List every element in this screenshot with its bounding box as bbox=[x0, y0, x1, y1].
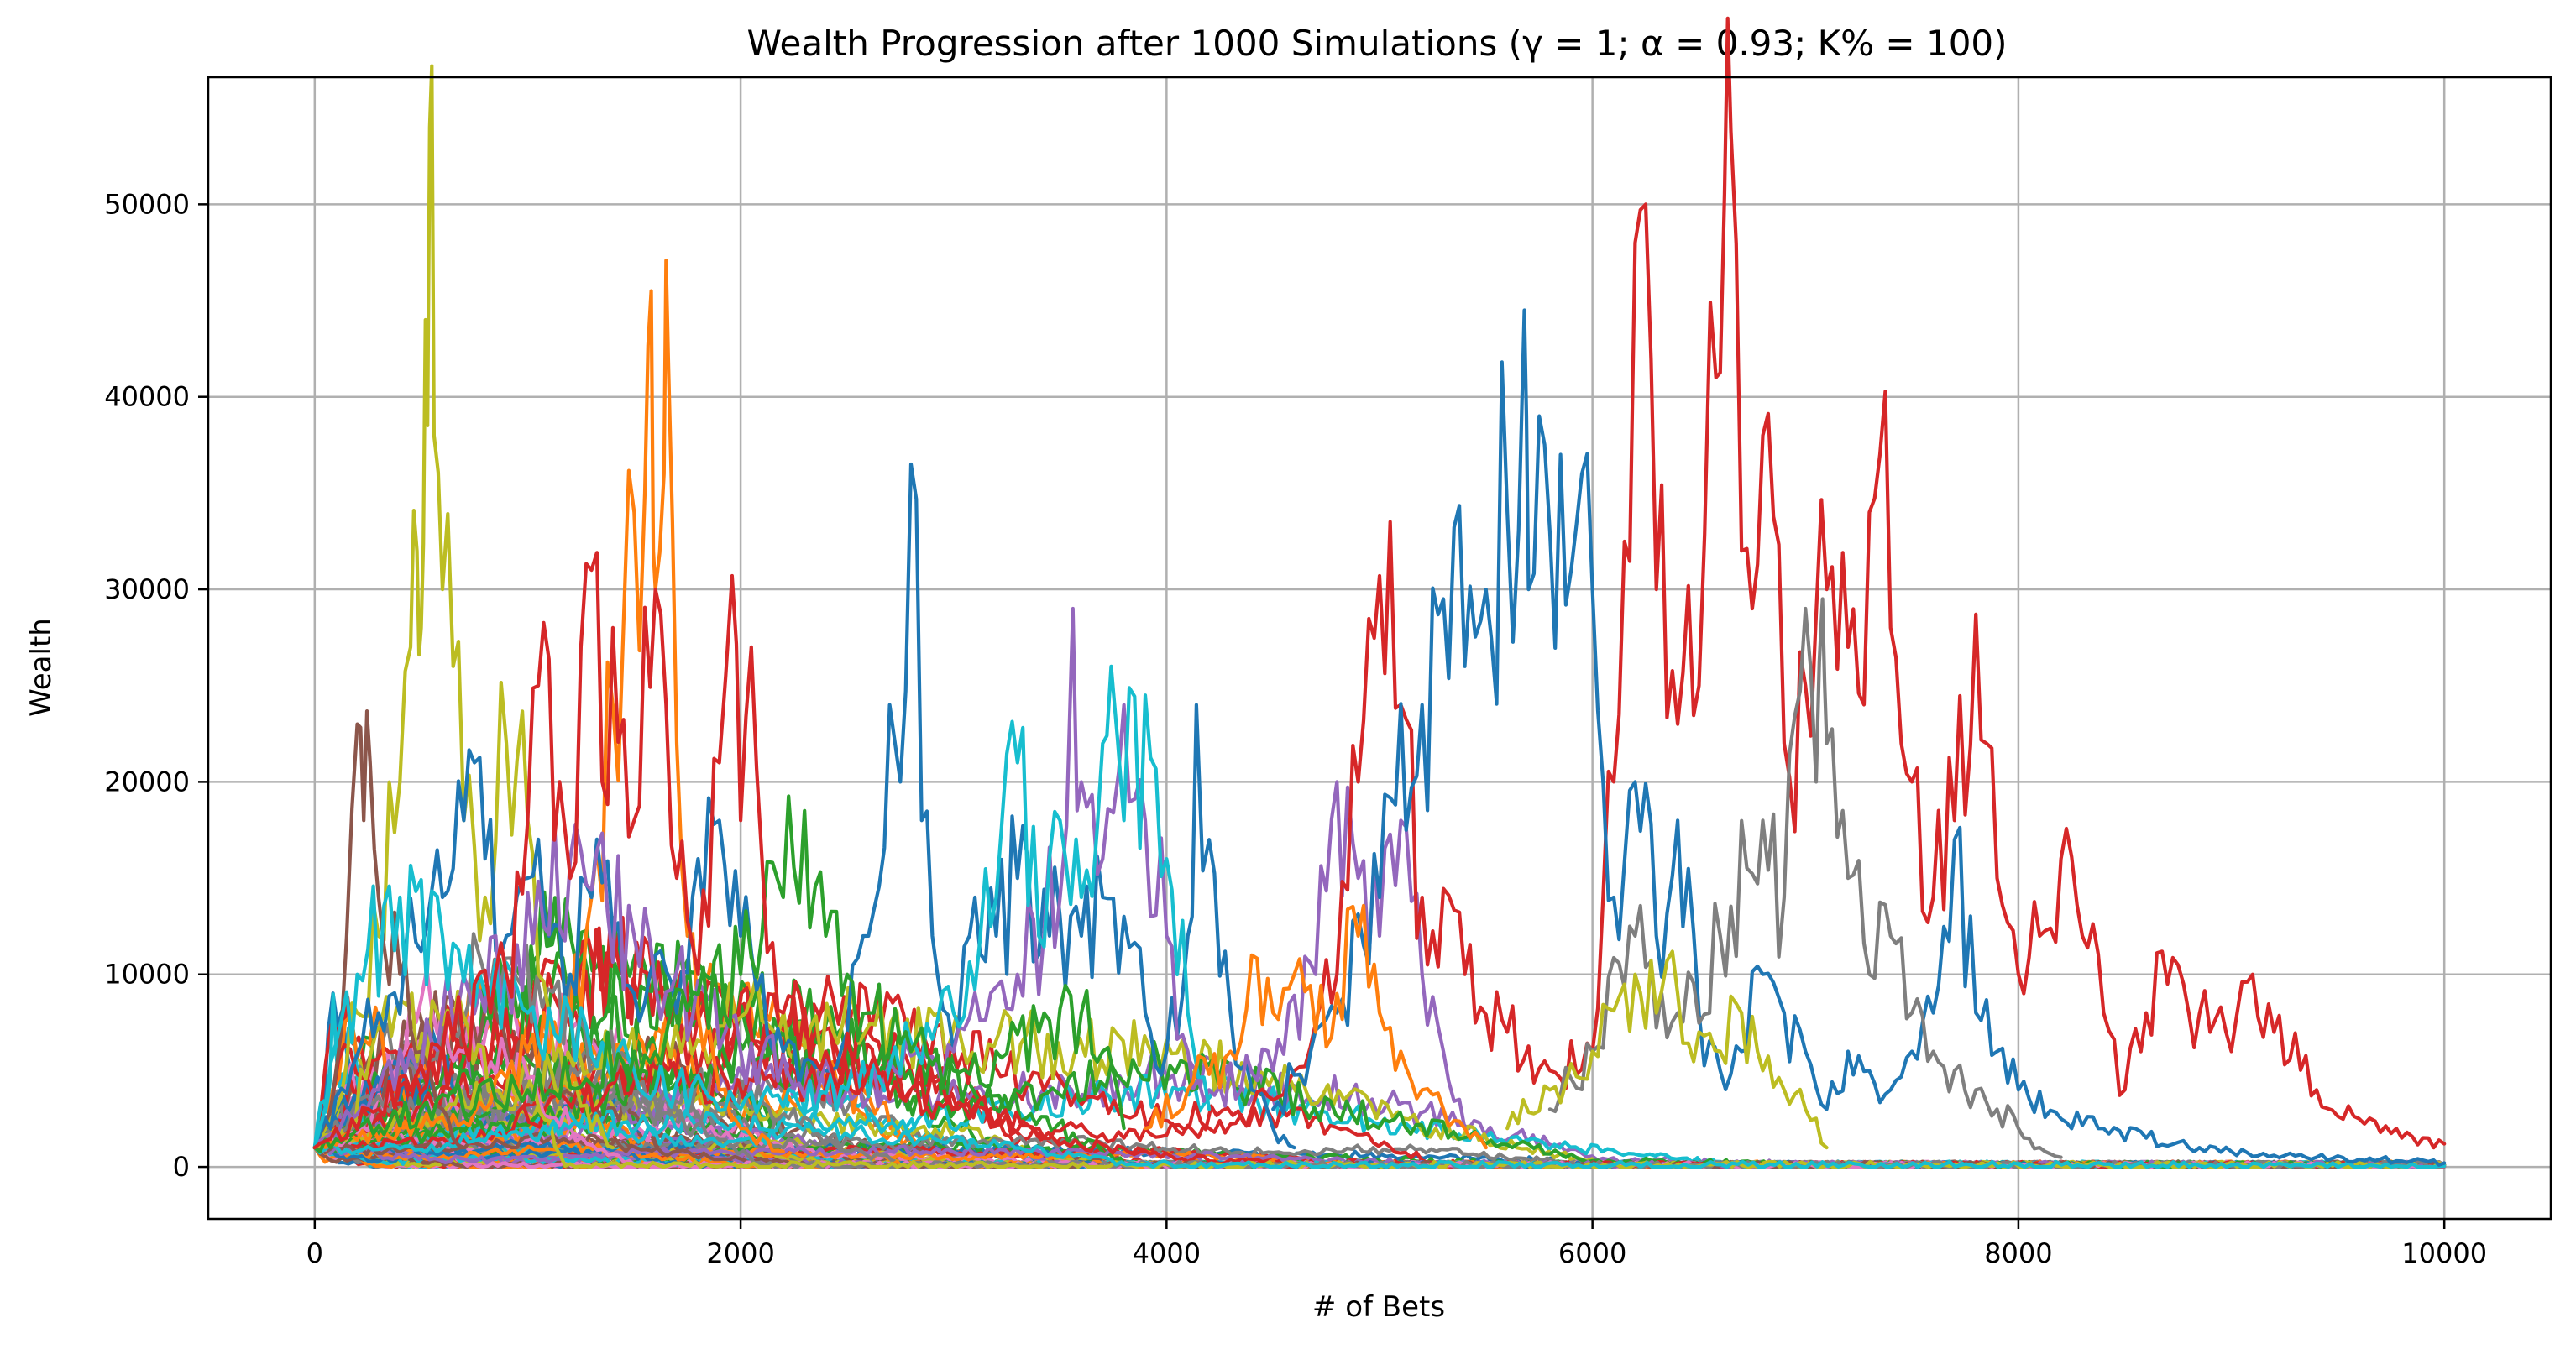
simulation-path bbox=[1505, 949, 1829, 1150]
y-tick-label: 20000 bbox=[104, 766, 190, 797]
simulation-path-bulk bbox=[312, 1119, 2447, 1169]
y-axis-label: Wealth bbox=[24, 618, 58, 717]
simulation-path bbox=[312, 462, 1296, 1150]
y-tick-label: 50000 bbox=[104, 188, 190, 220]
y-tick-label: 0 bbox=[173, 1151, 190, 1183]
y-tick-label: 40000 bbox=[104, 381, 190, 413]
x-tick-label: 6000 bbox=[1558, 1237, 1626, 1269]
simulation-path bbox=[312, 64, 615, 1150]
plot-frame bbox=[207, 76, 2552, 1221]
simulation-path bbox=[1547, 597, 2063, 1159]
y-tick-label: 10000 bbox=[104, 959, 190, 991]
x-tick-label: 0 bbox=[306, 1237, 323, 1269]
y-tick-label: 30000 bbox=[104, 573, 190, 605]
x-tick-label: 4000 bbox=[1133, 1237, 1201, 1269]
simulation-path bbox=[312, 794, 1126, 1153]
simulation-path bbox=[1271, 308, 2447, 1167]
x-tick-label: 10000 bbox=[2401, 1237, 2487, 1269]
y-axis-ticks: 0 10000 20000 30000 40000 50000 bbox=[104, 188, 208, 1183]
simulation-path bbox=[312, 16, 2447, 1150]
x-axis-ticks: 0 2000 4000 6000 8000 10000 bbox=[306, 1219, 2487, 1269]
simulation-paths-bulk bbox=[312, 890, 2447, 1169]
simulation-path bbox=[1143, 903, 1488, 1150]
x-tick-label: 8000 bbox=[1984, 1237, 2052, 1269]
x-tick-label: 2000 bbox=[706, 1237, 774, 1269]
x-axis-label: # of Bets bbox=[1312, 1290, 1445, 1324]
chart-title: Wealth Progression after 1000 Simulation… bbox=[746, 23, 2007, 64]
simulation-paths-highlighted bbox=[312, 16, 2447, 1167]
simulation-path bbox=[312, 259, 785, 1153]
simulation-path bbox=[312, 664, 1212, 1150]
